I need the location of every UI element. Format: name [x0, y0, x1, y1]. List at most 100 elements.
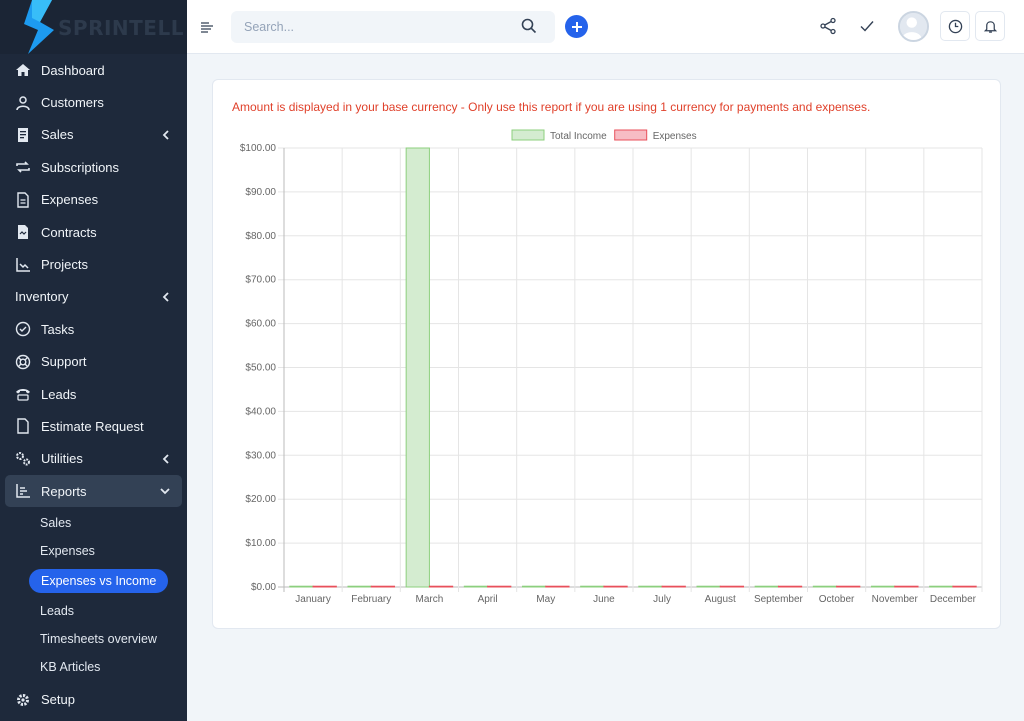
submenu-item-timesheets-overview[interactable]: Timesheets overview: [0, 625, 187, 653]
legend-label: Expenses: [653, 131, 697, 142]
bar-total-income: [289, 585, 314, 588]
submenu-item-sales[interactable]: Sales: [0, 509, 187, 537]
bar-expenses: [312, 585, 337, 588]
submenu-item-expenses-vs-income[interactable]: Expenses vs Income: [0, 565, 187, 597]
y-tick-label: $40.00: [245, 406, 276, 417]
share-icon[interactable]: [819, 17, 837, 35]
sidebar-item-label: Subscriptions: [41, 159, 120, 175]
currency-notice: Amount is displayed in your base currenc…: [232, 100, 871, 114]
avatar-icon: [900, 13, 927, 40]
submenu-item-label: Leads: [40, 604, 75, 619]
user-icon: [15, 95, 31, 111]
y-tick-label: $50.00: [245, 363, 276, 374]
sidebar-item-reports[interactable]: Reports: [5, 475, 182, 508]
bar-total-income: [638, 585, 663, 588]
x-tick-label: October: [819, 594, 855, 605]
search-icon[interactable]: [521, 18, 537, 34]
sidebar-item-setup[interactable]: Setup: [0, 683, 187, 715]
legend-swatch: [614, 129, 648, 141]
bar-expenses: [719, 585, 745, 588]
sidebar-item-projects[interactable]: Projects: [0, 248, 187, 280]
check-icon[interactable]: [858, 17, 876, 35]
home-icon: [15, 62, 31, 78]
submenu-item-leads[interactable]: Leads: [0, 597, 187, 625]
sidebar-item-estimate-request[interactable]: Estimate Request: [0, 410, 187, 442]
sidebar-item-label: Utilities: [41, 451, 83, 467]
check-circle-icon: [15, 321, 31, 337]
sidebar-item-contracts[interactable]: Contracts: [0, 216, 187, 248]
x-tick-label: December: [930, 594, 977, 605]
bar-expenses: [661, 585, 686, 588]
x-tick-label: June: [593, 594, 615, 605]
receipt-icon: [15, 127, 31, 143]
sidebar-item-label: Estimate Request: [41, 418, 144, 434]
brand-name: SPRINTELL: [58, 16, 184, 40]
bar-total-income: [870, 585, 896, 588]
bar-expenses: [836, 585, 861, 588]
bell-icon: [983, 20, 997, 33]
sidebar-item-label: Contracts: [41, 224, 97, 240]
sidebar-item-label: Projects: [41, 257, 88, 273]
sidebar-item-tasks[interactable]: Tasks: [0, 313, 187, 345]
cogs-icon: [15, 451, 31, 467]
bar-expenses: [370, 585, 396, 588]
sidebar-item-label: Inventory: [15, 289, 69, 305]
submenu-item-label: Expenses vs Income: [29, 569, 169, 594]
sidebar-item-label: Tasks: [41, 321, 75, 337]
document-icon: [15, 192, 31, 208]
sidebar-item-label: Support: [41, 354, 87, 370]
bar-total-income: [929, 585, 954, 588]
notifications-button[interactable]: [975, 11, 1005, 41]
expenses-vs-income-chart: $0.00 $10.00 $20.00 $30.00 $40.00 $50.00 $60.0…: [240, 129, 983, 605]
sidebar-item-label: Expenses: [41, 192, 99, 208]
bar-total-income: [580, 585, 605, 588]
sidebar-item-inventory[interactable]: Inventory: [0, 281, 187, 313]
sidebar-item-customers[interactable]: Customers: [0, 86, 187, 118]
timer-button[interactable]: [940, 11, 970, 41]
y-tick-label: $20.00: [245, 494, 276, 505]
bar-total-income: [405, 147, 430, 588]
y-tick-label: $90.00: [245, 187, 276, 198]
logo-mark-icon: [24, 0, 54, 54]
y-tick-label: $100.00: [240, 143, 277, 154]
top-header: [187, 0, 1024, 54]
quick-create-button[interactable]: [565, 15, 588, 38]
y-tick-label: $0.00: [251, 582, 276, 593]
submenu-item-expenses[interactable]: Expenses: [0, 537, 187, 565]
y-tick-label: $60.00: [245, 319, 276, 330]
submenu-item-kb-articles[interactable]: KB Articles: [0, 653, 187, 681]
sidebar-item-leads[interactable]: Leads: [0, 378, 187, 410]
bar-total-income: [463, 585, 489, 588]
x-tick-label: January: [295, 594, 331, 605]
sidebar-item-dashboard[interactable]: Dashboard: [0, 54, 187, 86]
submenu-item-label: Sales: [40, 516, 72, 531]
sidebar-item-label: Dashboard: [41, 62, 105, 78]
sidebar-nav: Dashboard Customers Sales Subscriptions …: [0, 54, 187, 508]
menu-toggle-icon[interactable]: [201, 21, 213, 33]
x-tick-label: May: [536, 594, 555, 605]
bar-total-income: [696, 585, 721, 588]
sidebar-item-label: Customers: [41, 95, 104, 111]
user-avatar[interactable]: [898, 11, 929, 42]
sidebar-item-sales[interactable]: Sales: [0, 119, 187, 151]
x-tick-label: February: [351, 594, 391, 605]
sidebar-item-subscriptions[interactable]: Subscriptions: [0, 151, 187, 183]
bar-total-income: [812, 585, 838, 588]
bar-chart-icon: [15, 483, 31, 499]
file-icon: [15, 418, 31, 435]
search-input[interactable]: [231, 11, 555, 43]
y-tick-label: $30.00: [245, 450, 276, 461]
sidebar-item-utilities[interactable]: Utilities: [0, 443, 187, 475]
bar-expenses: [487, 585, 512, 588]
sidebar-item-expenses[interactable]: Expenses: [0, 184, 187, 216]
chevron-down-icon: [160, 488, 170, 495]
plus-icon: [571, 21, 582, 32]
submenu-item-label: KB Articles: [40, 660, 101, 675]
brand-logo[interactable]: SPRINTELL: [0, 0, 187, 54]
bar-expenses: [545, 585, 570, 588]
x-tick-label: November: [872, 594, 919, 605]
sidebar-item-label: Setup: [41, 692, 75, 708]
sidebar-item-support[interactable]: Support: [0, 346, 187, 378]
lifebuoy-icon: [15, 354, 31, 370]
phone-icon: [15, 386, 31, 402]
